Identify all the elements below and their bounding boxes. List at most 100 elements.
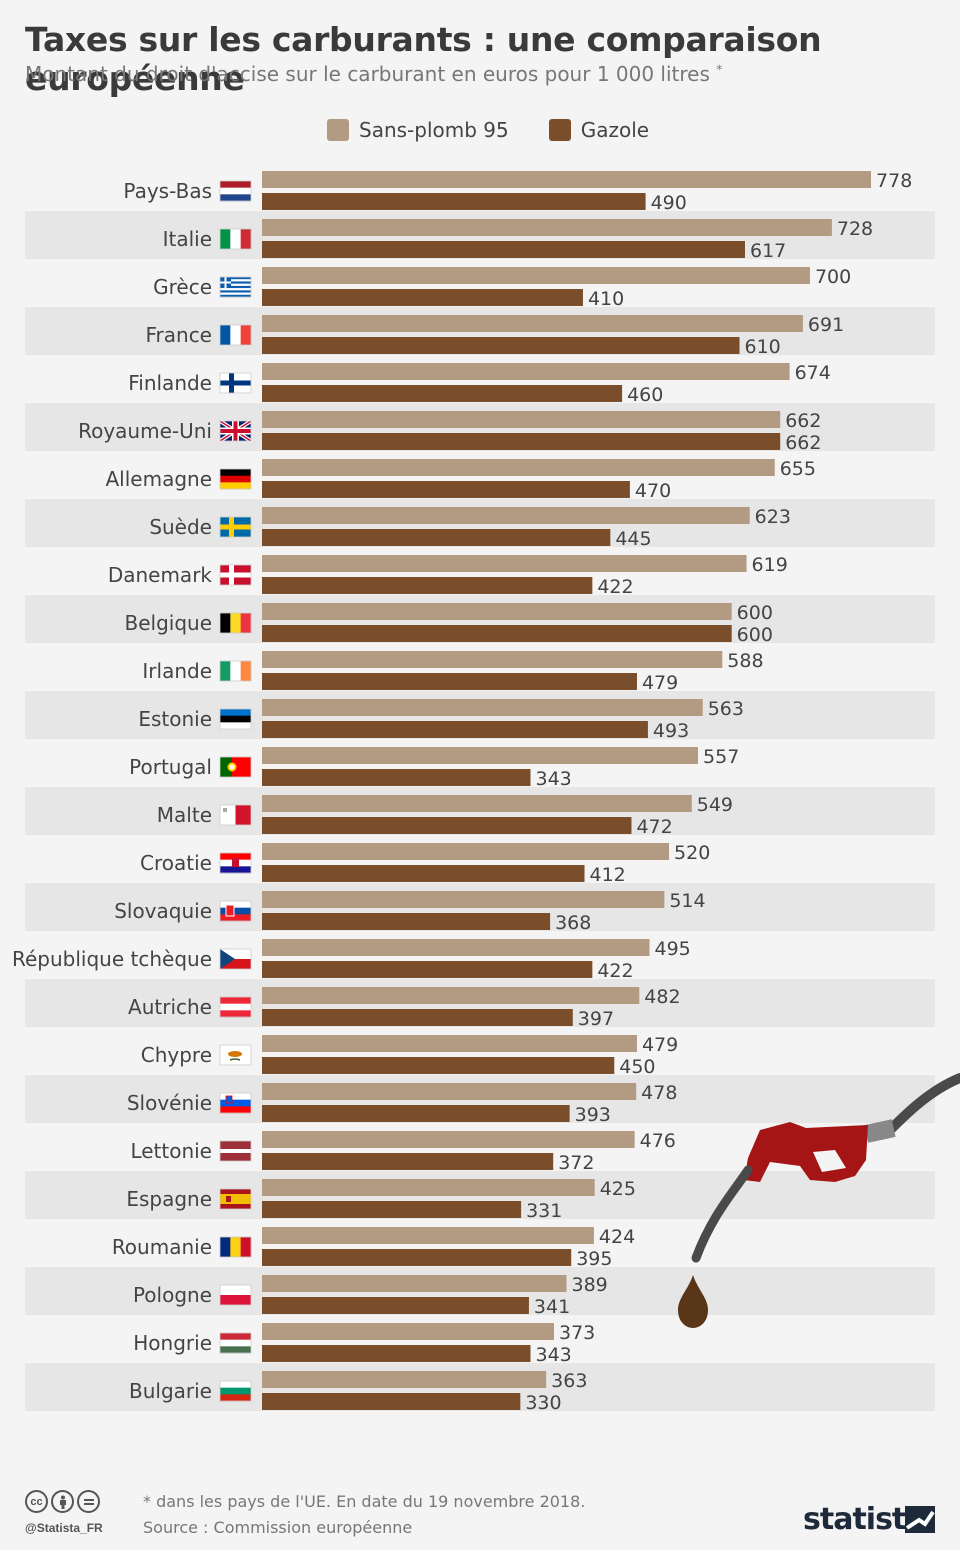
flag-es-icon — [219, 1188, 252, 1210]
bar-unleaded — [262, 459, 775, 476]
bar-unleaded — [262, 699, 703, 716]
data-label-unleaded: 557 — [703, 746, 739, 768]
flag-de-icon — [219, 468, 252, 490]
data-label-diesel: 490 — [651, 192, 687, 214]
chart-subtitle: Montant du droit d'accise sur le carbura… — [25, 62, 722, 86]
category-label: Hongrie — [133, 1331, 212, 1355]
category-label: Royaume-Uni — [78, 419, 212, 443]
flag-fr-icon — [219, 324, 252, 346]
chart-title: Taxes sur les carburants : une comparais… — [25, 20, 822, 98]
data-label-diesel: 472 — [636, 816, 672, 838]
category-label: Grèce — [153, 275, 212, 299]
data-label-unleaded: 623 — [755, 506, 791, 528]
bar-diesel — [262, 913, 551, 930]
bar-unleaded — [262, 1083, 637, 1100]
category-label: Espagne — [126, 1187, 212, 1211]
flag-lv-icon — [219, 1140, 252, 1162]
flag-at-icon — [219, 996, 252, 1018]
chart-row: Estonie 563 493 — [25, 691, 935, 742]
data-label-unleaded: 674 — [795, 362, 831, 384]
bar-unleaded — [262, 315, 803, 332]
bar-unleaded — [262, 411, 781, 428]
bar-diesel — [262, 1249, 572, 1266]
category-label: Pologne — [133, 1283, 212, 1307]
data-label-diesel: 445 — [615, 528, 651, 550]
flag-be-icon — [219, 612, 252, 634]
data-label-diesel: 460 — [627, 384, 663, 406]
flag-mt-icon — [219, 804, 252, 826]
bar-diesel — [262, 433, 781, 450]
flag-ie-icon — [219, 660, 252, 682]
flag-ro-icon — [219, 1236, 252, 1258]
data-label-unleaded: 389 — [572, 1274, 608, 1296]
data-label-unleaded: 691 — [808, 314, 844, 336]
chart-row: Malte 549 472 — [25, 787, 935, 838]
data-label-unleaded: 495 — [654, 938, 690, 960]
bar-diesel — [262, 481, 630, 498]
bar-diesel — [262, 529, 611, 546]
category-label: République tchèque — [12, 947, 212, 971]
data-label-diesel: 422 — [597, 576, 633, 598]
data-label-diesel: 450 — [619, 1056, 655, 1078]
flag-sk-icon — [219, 900, 252, 922]
data-label-unleaded: 482 — [644, 986, 680, 1008]
fuel-drop — [678, 1275, 708, 1328]
category-label: Slovaquie — [114, 899, 212, 923]
legend-label-unleaded: Sans-plomb 95 — [359, 118, 509, 142]
legend-label-diesel: Gazole — [580, 118, 650, 142]
category-label: Allemagne — [105, 467, 212, 491]
bar-diesel — [262, 721, 648, 738]
flag-nl-icon — [219, 180, 252, 202]
data-label-diesel: 617 — [750, 240, 786, 262]
bar-unleaded — [262, 843, 670, 860]
data-label-unleaded: 662 — [785, 410, 821, 432]
chart-row: Croatie 520 412 — [140, 842, 710, 886]
by-icon — [51, 1490, 74, 1513]
legend-item-diesel: Gazole — [548, 118, 650, 142]
flag-gr-icon — [219, 276, 252, 298]
license-icons: cc — [25, 1490, 100, 1513]
data-label-unleaded: 700 — [815, 266, 851, 288]
bar-diesel — [262, 289, 583, 306]
category-label: Belgique — [124, 611, 212, 635]
data-label-diesel: 330 — [525, 1392, 561, 1414]
category-label: Portugal — [129, 755, 212, 779]
flag-gb-icon — [218, 419, 253, 443]
flag-hr-icon — [219, 852, 252, 874]
bar-diesel — [262, 865, 585, 882]
legend-swatch-unleaded — [327, 119, 349, 141]
flag-it-icon — [219, 228, 252, 250]
data-label-diesel: 372 — [558, 1152, 594, 1174]
data-label-diesel: 493 — [653, 720, 689, 742]
category-label: Suède — [149, 515, 212, 539]
flag-se-icon — [219, 516, 252, 538]
bar-unleaded — [262, 1323, 554, 1340]
flag-dk-icon — [219, 564, 252, 586]
chart-row: Autriche 482 397 — [25, 979, 935, 1030]
category-label: Bulgarie — [129, 1379, 212, 1403]
data-label-unleaded: 600 — [737, 602, 773, 624]
flag-cy-icon — [219, 1044, 252, 1066]
bar-diesel — [262, 385, 623, 402]
bar-diesel — [262, 1393, 521, 1410]
data-label-unleaded: 424 — [599, 1226, 635, 1248]
data-label-unleaded: 563 — [708, 698, 744, 720]
statista-logo-icon — [905, 1506, 935, 1533]
chart-row: République tchèque 495 422 — [12, 938, 691, 982]
data-label-unleaded: 373 — [559, 1322, 595, 1344]
category-label: Danemark — [108, 563, 213, 587]
social-handle: @Statista_FR — [25, 1521, 103, 1535]
category-label: Chypre — [141, 1043, 212, 1067]
subtitle-footnote-mark: * — [716, 62, 723, 77]
data-label-diesel: 341 — [534, 1296, 570, 1318]
footnote: * dans les pays de l'UE. En date du 19 n… — [143, 1492, 586, 1511]
category-label: Pays-Bas — [123, 179, 212, 203]
chart-row: Espagne 425 331 — [25, 1171, 935, 1222]
bar-unleaded — [262, 1179, 595, 1196]
